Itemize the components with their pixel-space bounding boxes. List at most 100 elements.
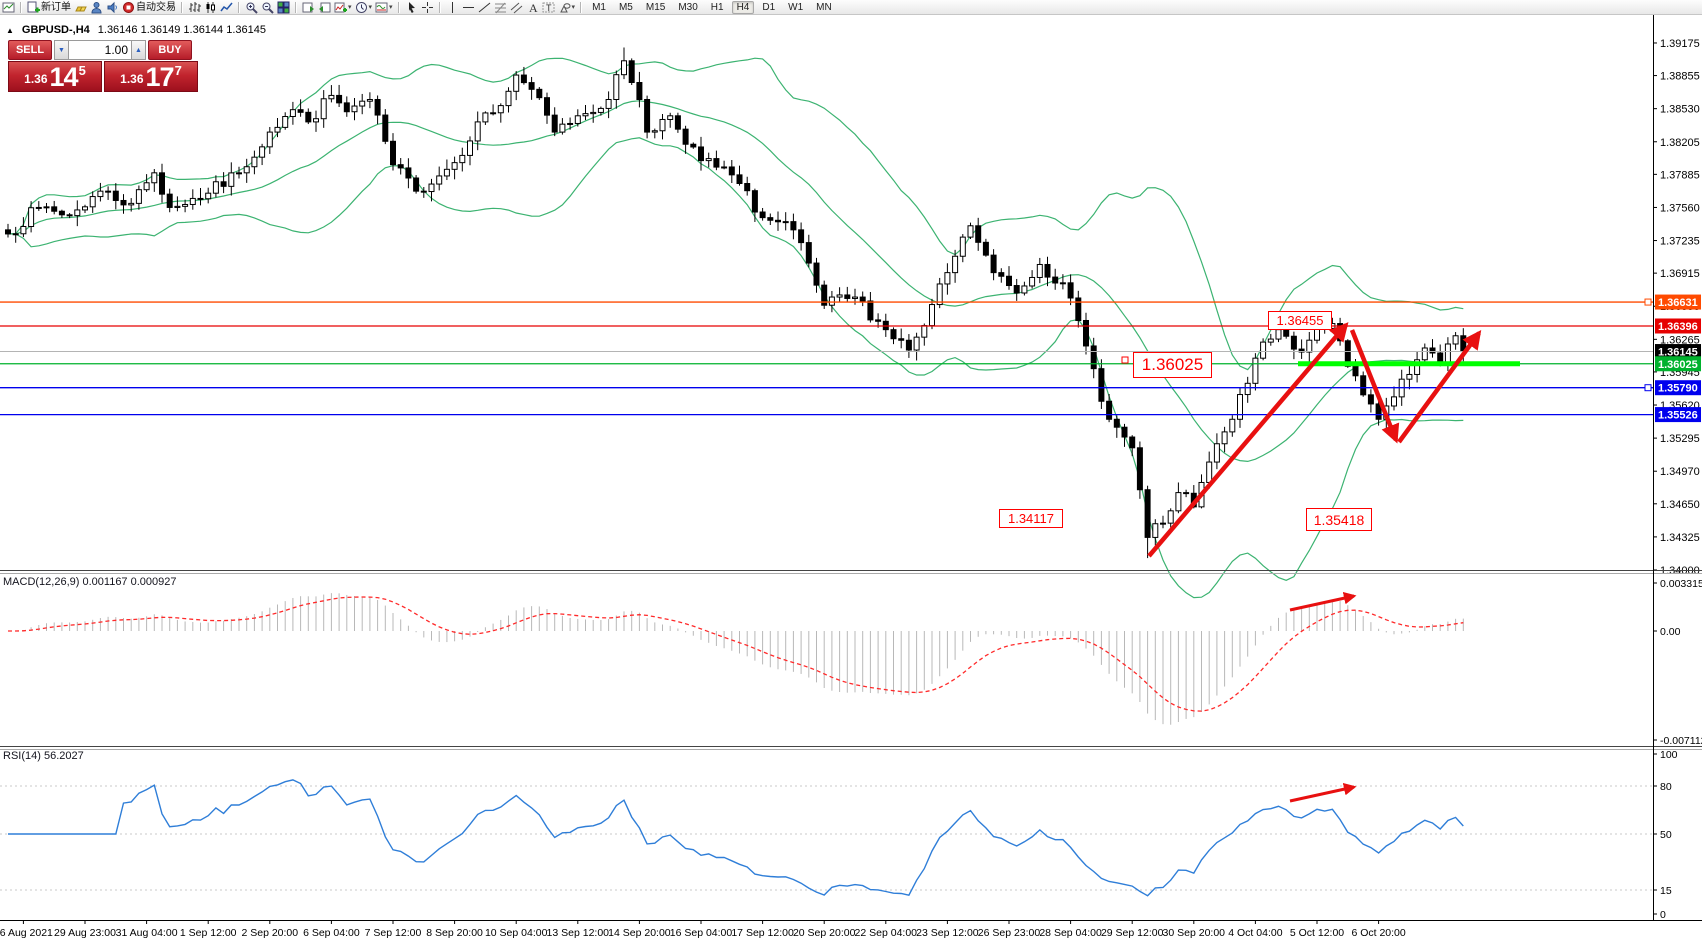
candle	[328, 94, 335, 100]
price-annotation-label[interactable]: 1.35418	[1306, 508, 1372, 531]
candle	[1213, 443, 1220, 463]
equidistant-channel-icon[interactable]	[510, 1, 523, 14]
buy-quote-pips: 17	[145, 62, 175, 92]
candle	[536, 88, 543, 99]
timeframe-button-m1[interactable]: M1	[587, 1, 611, 14]
svg-text:20 Sep 20:00: 20 Sep 20:00	[793, 927, 856, 939]
candle	[605, 98, 612, 109]
candle	[1136, 447, 1143, 491]
dropdown-caret-icon[interactable]: ▾	[348, 4, 352, 11]
candle	[821, 284, 828, 306]
price-annotation-label[interactable]: 1.36455	[1268, 311, 1332, 330]
ohlc-values: 1.36146 1.36149 1.36144 1.36145	[97, 24, 266, 36]
volume-decrease-button[interactable]: ▼	[54, 40, 69, 60]
gold-icon[interactable]	[74, 1, 87, 14]
auto-scroll-icon[interactable]	[302, 1, 315, 14]
sell-button[interactable]: SELL	[8, 40, 52, 60]
line-handle[interactable]	[1644, 384, 1652, 392]
trend-arrow[interactable]	[1289, 782, 1357, 803]
line-chart-icon[interactable]	[220, 1, 233, 14]
collapse-panel-icon[interactable]: ▲	[6, 26, 14, 35]
volume-input[interactable]	[69, 40, 131, 60]
timeframe-button-h1[interactable]: H1	[706, 1, 729, 14]
price-annotation-label[interactable]: 1.36025	[1133, 352, 1212, 378]
svg-text:1.39175: 1.39175	[1660, 38, 1700, 50]
profile-icon[interactable]	[90, 1, 103, 14]
timeframe-button-h4[interactable]: H4	[731, 1, 755, 14]
candle	[289, 109, 296, 118]
timeframe-button-m15[interactable]: M15	[641, 1, 670, 14]
candle	[390, 140, 396, 166]
svg-text:0: 0	[1660, 909, 1666, 921]
buy-button[interactable]: BUY	[148, 40, 192, 60]
line-handle[interactable]	[1644, 298, 1652, 306]
dropdown-caret-icon[interactable]: ▾	[389, 4, 393, 11]
candle	[520, 74, 527, 84]
cursor-icon[interactable]	[405, 1, 418, 14]
trend-arrow[interactable]	[1397, 329, 1482, 444]
trend-arrow[interactable]	[1147, 322, 1349, 558]
tile-windows-icon[interactable]	[277, 1, 290, 14]
candle	[5, 229, 11, 235]
templates-icon[interactable]: ▾	[375, 1, 393, 14]
candle	[559, 123, 566, 133]
svg-text:1.37885: 1.37885	[1660, 169, 1700, 181]
zoom-in-icon[interactable]	[245, 1, 258, 14]
sell-quote[interactable]: 1.36 14 5	[8, 61, 102, 92]
timeframe-button-m5[interactable]: M5	[614, 1, 638, 14]
candle	[1275, 329, 1282, 340]
buy-quote[interactable]: 1.36 17 7	[104, 61, 198, 92]
chart-shift-icon[interactable]	[318, 1, 331, 14]
trend-arrow[interactable]	[1349, 329, 1400, 444]
candle	[243, 166, 250, 174]
trendline-icon[interactable]	[478, 1, 491, 14]
text-label-icon[interactable]: T	[542, 1, 555, 14]
dropdown-caret-icon[interactable]: ▾	[571, 4, 576, 11]
periods-icon[interactable]: ▾	[355, 1, 373, 14]
horizontal-line-icon[interactable]	[462, 1, 475, 14]
candle	[582, 113, 589, 117]
candle	[174, 205, 181, 208]
time-axis[interactable]	[0, 920, 1702, 942]
timeframe-button-d1[interactable]: D1	[757, 1, 780, 14]
candle	[482, 112, 489, 123]
candle	[467, 140, 473, 156]
candle	[875, 319, 882, 322]
candlestick-icon[interactable]	[204, 1, 217, 14]
timeframe-button-w1[interactable]: W1	[783, 1, 808, 14]
dropdown-caret-icon[interactable]: ▾	[368, 4, 373, 11]
candle	[274, 126, 281, 133]
price-annotation-label[interactable]: 1.34117	[999, 509, 1063, 528]
svg-text:1.36025: 1.36025	[1658, 359, 1698, 371]
candle	[929, 304, 935, 327]
toolbar-separator	[238, 2, 240, 13]
bollinger-band-line	[8, 100, 1464, 463]
candle	[736, 174, 743, 184]
shapes-icon[interactable]: ▾	[558, 1, 576, 14]
candle	[505, 90, 512, 107]
candle	[313, 118, 319, 123]
new-chart-icon[interactable]	[2, 1, 15, 14]
candle	[1298, 348, 1305, 353]
zoom-out-icon[interactable]	[261, 1, 274, 14]
new-order-icon[interactable]: 新订单	[27, 1, 71, 14]
indicators-icon[interactable]: ▾	[334, 1, 352, 14]
candle	[1106, 400, 1113, 420]
fibonacci-icon[interactable]	[494, 1, 507, 14]
candle	[459, 154, 466, 164]
autotrading-icon[interactable]: 自动交易	[122, 1, 176, 14]
timeframe-button-mn[interactable]: MN	[811, 1, 837, 14]
vertical-line-icon[interactable]	[446, 1, 459, 14]
price-axis[interactable]	[1653, 14, 1702, 920]
volume-increase-button[interactable]: ▲	[131, 40, 146, 60]
sound-icon[interactable]	[106, 1, 119, 14]
crosshair-icon[interactable]	[421, 1, 434, 14]
price-badge	[1655, 407, 1701, 423]
timeframe-button-m30[interactable]: M30	[673, 1, 702, 14]
text-icon[interactable]: A	[526, 1, 539, 14]
label-anchor-handle[interactable]	[1121, 356, 1129, 364]
trend-arrow[interactable]	[1289, 591, 1357, 612]
bar-chart-icon[interactable]	[188, 1, 201, 14]
toolbar-separator	[397, 2, 400, 13]
